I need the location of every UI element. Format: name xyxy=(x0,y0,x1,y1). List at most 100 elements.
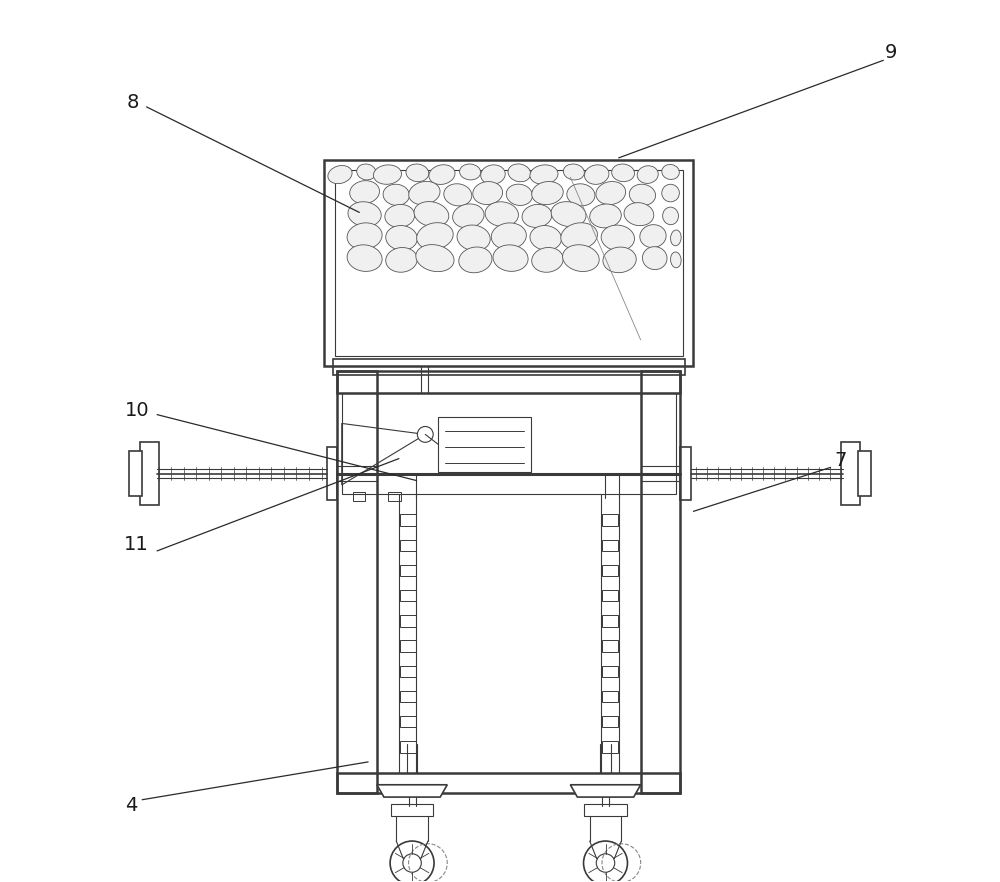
Bar xyxy=(400,691,416,702)
Circle shape xyxy=(417,427,433,442)
Bar xyxy=(602,640,618,652)
Ellipse shape xyxy=(590,204,621,228)
Ellipse shape xyxy=(522,205,552,228)
Bar xyxy=(400,616,416,627)
Ellipse shape xyxy=(383,184,409,206)
Ellipse shape xyxy=(491,223,526,250)
Bar xyxy=(602,564,618,576)
Bar xyxy=(641,370,680,793)
Bar xyxy=(400,741,416,752)
Bar xyxy=(353,492,365,501)
Ellipse shape xyxy=(624,203,654,226)
Bar xyxy=(400,514,416,526)
Text: 9: 9 xyxy=(885,43,897,62)
Ellipse shape xyxy=(532,248,563,273)
Text: 8: 8 xyxy=(126,93,139,112)
Ellipse shape xyxy=(373,165,401,184)
Ellipse shape xyxy=(561,223,597,250)
Ellipse shape xyxy=(429,165,455,184)
Bar xyxy=(327,447,337,500)
Bar xyxy=(602,514,618,526)
Ellipse shape xyxy=(563,164,584,180)
Bar xyxy=(602,716,618,728)
Ellipse shape xyxy=(457,225,490,250)
Ellipse shape xyxy=(444,183,472,206)
Ellipse shape xyxy=(328,166,352,183)
Circle shape xyxy=(584,841,627,882)
Bar xyxy=(602,666,618,677)
Ellipse shape xyxy=(357,164,376,180)
Ellipse shape xyxy=(409,182,440,205)
Bar xyxy=(680,447,691,500)
Ellipse shape xyxy=(530,165,558,184)
Ellipse shape xyxy=(417,222,453,250)
Ellipse shape xyxy=(567,183,595,206)
Bar xyxy=(584,804,627,817)
Ellipse shape xyxy=(532,182,563,205)
Bar xyxy=(129,451,142,497)
Ellipse shape xyxy=(459,247,492,273)
Bar xyxy=(602,691,618,702)
Ellipse shape xyxy=(596,182,626,205)
Ellipse shape xyxy=(662,184,679,202)
Text: 7: 7 xyxy=(834,451,846,470)
Bar xyxy=(602,616,618,627)
Ellipse shape xyxy=(350,181,379,204)
Ellipse shape xyxy=(563,244,599,272)
Ellipse shape xyxy=(662,164,679,179)
Bar xyxy=(337,370,680,392)
Polygon shape xyxy=(377,785,447,797)
Ellipse shape xyxy=(386,226,417,250)
Bar xyxy=(388,492,401,501)
Ellipse shape xyxy=(551,202,586,227)
Polygon shape xyxy=(570,785,641,797)
Ellipse shape xyxy=(485,202,518,227)
Bar xyxy=(858,451,871,497)
Bar xyxy=(337,774,680,793)
Circle shape xyxy=(403,854,421,872)
Ellipse shape xyxy=(584,165,609,184)
Ellipse shape xyxy=(603,247,636,273)
Bar xyxy=(602,540,618,551)
Ellipse shape xyxy=(663,207,678,225)
Bar xyxy=(400,640,416,652)
Ellipse shape xyxy=(612,164,634,182)
Bar xyxy=(333,359,685,375)
Text: 4: 4 xyxy=(125,796,137,815)
Ellipse shape xyxy=(637,166,658,183)
Bar xyxy=(400,540,416,551)
Bar xyxy=(400,716,416,728)
Ellipse shape xyxy=(453,204,484,228)
Ellipse shape xyxy=(416,244,454,272)
Bar xyxy=(342,392,676,494)
Ellipse shape xyxy=(414,202,449,227)
Ellipse shape xyxy=(481,165,505,184)
Ellipse shape xyxy=(640,225,666,248)
Bar xyxy=(400,666,416,677)
Ellipse shape xyxy=(642,247,667,270)
Ellipse shape xyxy=(385,205,415,228)
Ellipse shape xyxy=(508,164,531,182)
Ellipse shape xyxy=(347,245,382,272)
Bar xyxy=(841,442,860,505)
Ellipse shape xyxy=(629,184,656,206)
Ellipse shape xyxy=(671,230,681,246)
Ellipse shape xyxy=(506,184,532,206)
Bar xyxy=(438,417,531,472)
Text: 10: 10 xyxy=(125,400,149,420)
Ellipse shape xyxy=(406,164,429,182)
Ellipse shape xyxy=(473,182,503,205)
Ellipse shape xyxy=(601,225,634,250)
Ellipse shape xyxy=(386,248,417,273)
Ellipse shape xyxy=(460,164,481,180)
Bar xyxy=(400,564,416,576)
Ellipse shape xyxy=(530,226,561,250)
Circle shape xyxy=(390,841,434,882)
Bar xyxy=(602,590,618,602)
Bar xyxy=(140,442,159,505)
Bar xyxy=(337,370,377,793)
Ellipse shape xyxy=(347,223,382,250)
Bar xyxy=(391,804,433,817)
Circle shape xyxy=(596,854,615,872)
Bar xyxy=(602,741,618,752)
